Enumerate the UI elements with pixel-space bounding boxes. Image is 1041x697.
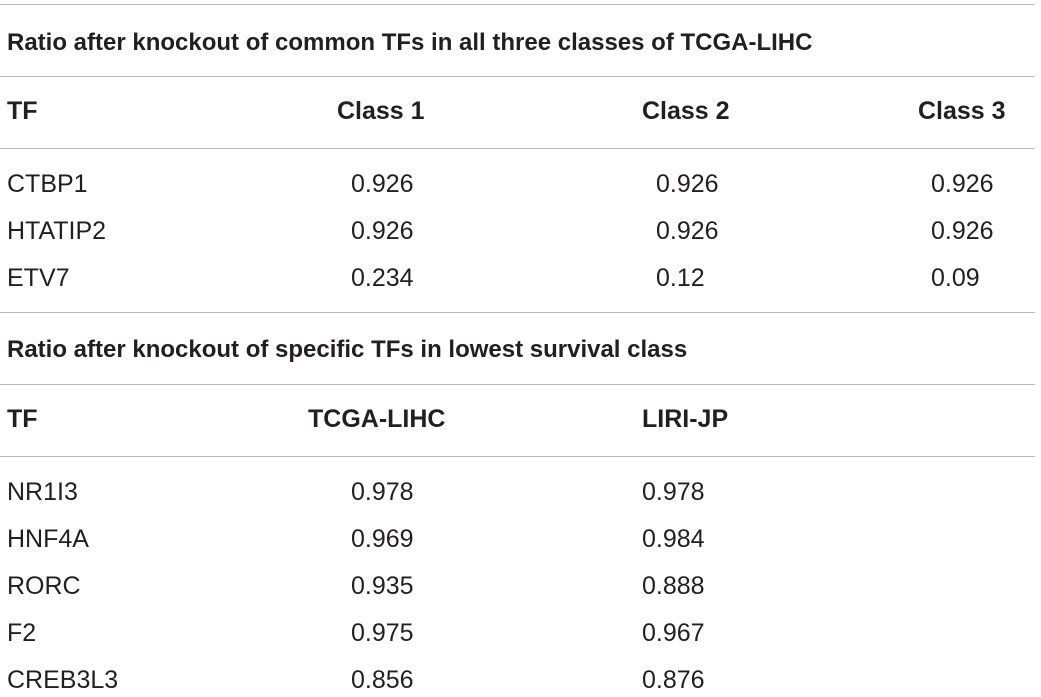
- section1-header-class1: Class 1: [337, 97, 425, 125]
- tcga-lihc-value: 0.856: [351, 666, 414, 694]
- section-divider-rule: [0, 312, 1035, 313]
- class3-value: 0.09: [931, 264, 980, 292]
- liri-jp-value: 0.876: [642, 666, 705, 694]
- section1-header-class2: Class 2: [642, 97, 730, 125]
- class3-value: 0.926: [931, 217, 994, 245]
- tf-name: HTATIP2: [7, 217, 107, 245]
- tcga-lihc-value: 0.978: [351, 478, 414, 506]
- liri-jp-value: 0.888: [642, 572, 705, 600]
- section2-header-rule: [0, 456, 1035, 457]
- class2-value: 0.926: [656, 170, 719, 198]
- section1-header-tf: TF: [7, 97, 38, 125]
- section1-caption: Ratio after knockout of common TFs in al…: [7, 29, 813, 56]
- section1-caption-rule: [0, 76, 1035, 77]
- class2-value: 0.12: [656, 264, 705, 292]
- tf-name: HNF4A: [7, 525, 89, 553]
- class1-value: 0.926: [351, 170, 414, 198]
- section1-header-class3: Class 3: [918, 97, 1006, 125]
- class1-value: 0.926: [351, 217, 414, 245]
- section1-header-rule: [0, 148, 1035, 149]
- section2-header-liri-jp: LIRI-JP: [642, 405, 729, 433]
- tf-name: RORC: [7, 572, 81, 600]
- tf-name: NR1I3: [7, 478, 78, 506]
- tcga-lihc-value: 0.969: [351, 525, 414, 553]
- liri-jp-value: 0.978: [642, 478, 705, 506]
- class2-value: 0.926: [656, 217, 719, 245]
- class1-value: 0.234: [351, 264, 414, 292]
- top-rule: [0, 4, 1035, 5]
- tf-name: F2: [7, 619, 37, 647]
- tcga-lihc-value: 0.975: [351, 619, 414, 647]
- section2-header-tcga-lihc: TCGA-LIHC: [308, 405, 446, 433]
- section2-caption-rule: [0, 384, 1035, 385]
- section2-header-tf: TF: [7, 405, 38, 433]
- tcga-lihc-value: 0.935: [351, 572, 414, 600]
- tf-name: CREB3L3: [7, 666, 119, 694]
- liri-jp-value: 0.967: [642, 619, 705, 647]
- section2-caption: Ratio after knockout of specific TFs in …: [7, 336, 688, 363]
- tf-name: ETV7: [7, 264, 70, 292]
- tf-name: CTBP1: [7, 170, 88, 198]
- liri-jp-value: 0.984: [642, 525, 705, 553]
- class3-value: 0.926: [931, 170, 994, 198]
